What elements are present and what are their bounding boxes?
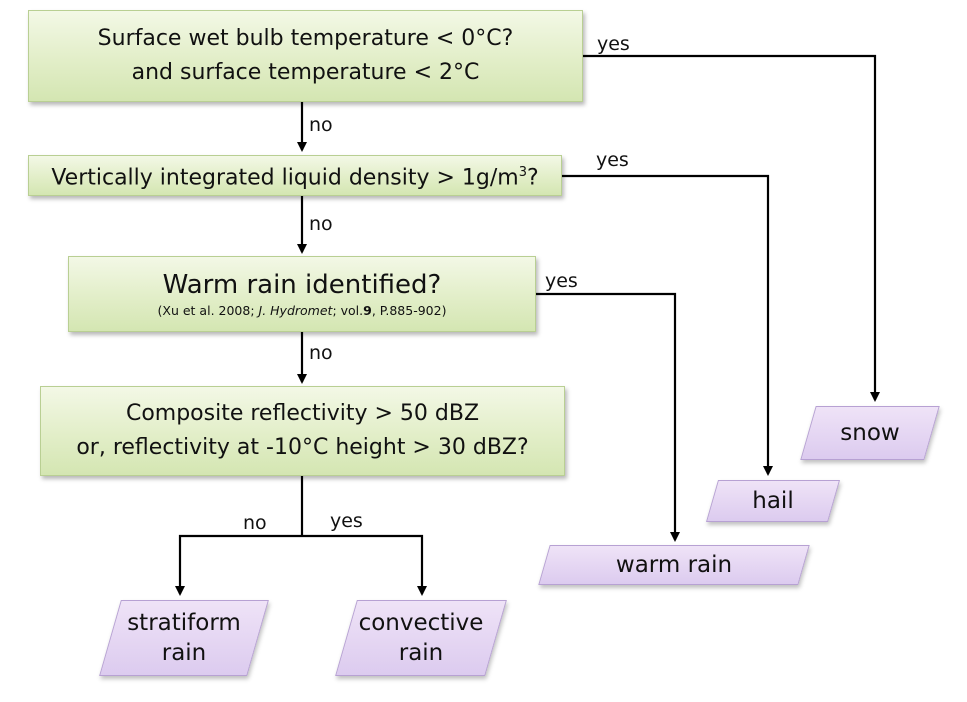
edge-yes-warm-rain: yes (545, 270, 578, 292)
citation-journal: J. Hydromet (258, 303, 333, 318)
edge-no-stratiform: no (243, 512, 267, 534)
decision-liquid-density: Vertically integrated liquid density > 1… (28, 155, 562, 196)
arrow-warmrain-to-warmrain (536, 292, 680, 542)
arrow-vil-to-hail (562, 174, 773, 476)
vil-superscript: 3 (518, 164, 527, 180)
outcome-convective-rain: convective rain (335, 600, 507, 676)
outcome-snow: snow (800, 406, 940, 460)
arrow-reflectivity-to-stratiform (175, 534, 302, 596)
stratiform-line2: rain (161, 640, 207, 666)
arrow-wetbulb-to-snow (583, 54, 880, 402)
hail-text: hail (752, 488, 794, 514)
outcome-stratiform-label: stratiform rain (110, 600, 258, 676)
warm-rain-text: warm rain (615, 552, 733, 578)
edge-yes-hail: yes (596, 149, 629, 171)
warm-rain-citation: (Xu et al. 2008; J. Hydromet; vol.9, P.8… (158, 302, 447, 320)
citation-volume: 9 (363, 303, 372, 318)
outcome-convective-label: convective rain (346, 600, 496, 676)
outcome-hail: hail (705, 480, 841, 522)
outcome-warm-rain-label: warm rain (544, 545, 804, 585)
wet-bulb-line1: Surface wet bulb temperature < 0°C? (97, 26, 514, 51)
decision-wet-bulb-temperature: Surface wet bulb temperature < 0°C? and … (28, 10, 583, 102)
convective-line1: convective (358, 610, 484, 636)
decision-warm-rain: Warm rain identified? (Xu et al. 2008; J… (68, 256, 536, 332)
reflectivity-line2: or, reflectivity at -10°C height > 30 dB… (76, 435, 529, 460)
vil-text: Vertically integrated liquid density > 1… (51, 156, 538, 195)
outcome-snow-label: snow (808, 406, 932, 460)
outcome-hail-label: hail (712, 480, 834, 522)
edge-no-1: no (309, 114, 333, 136)
edge-no-3: no (309, 342, 333, 364)
edge-yes-snow: yes (597, 33, 630, 55)
snow-text: snow (840, 420, 900, 446)
edge-no-2: no (309, 213, 333, 235)
citation-volume-label: ; vol. (332, 303, 364, 318)
reflectivity-line1: Composite reflectivity > 50 dBZ (125, 401, 480, 426)
convective-line2: rain (398, 640, 444, 666)
wet-bulb-line2: and surface temperature < 2°C (131, 60, 480, 85)
outcome-warm-rain: warm rain (538, 545, 810, 585)
decision-reflectivity: Composite reflectivity > 50 dBZ or, refl… (40, 386, 565, 476)
vil-text-end: ? (527, 165, 539, 191)
arrow-reflectivity-to-convective (302, 534, 427, 596)
stratiform-line1: stratiform (127, 610, 241, 636)
warm-rain-question: Warm rain identified? (162, 270, 442, 300)
edge-yes-convective: yes (330, 510, 363, 532)
outcome-stratiform-rain: stratiform rain (99, 600, 269, 676)
citation-pages: , P.885-902) (371, 303, 447, 318)
vil-text-main: Vertically integrated liquid density > 1… (51, 165, 519, 191)
citation-prefix: (Xu et al. 2008; (157, 303, 259, 318)
